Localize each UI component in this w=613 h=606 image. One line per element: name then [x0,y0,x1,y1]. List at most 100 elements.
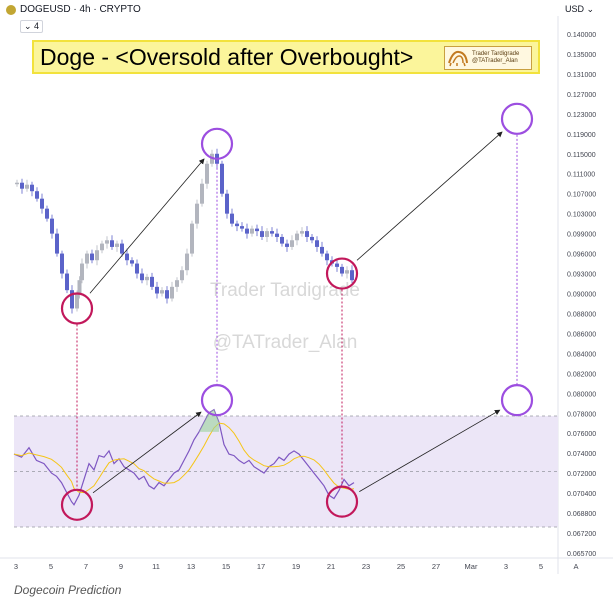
y-tick-label: 0.099000 [567,232,596,239]
candle-body [275,233,279,237]
candle-body [15,182,19,185]
badge-line-1: Trader Tardigrade [472,51,520,57]
candle-body [300,231,304,234]
x-tick-label: 21 [327,562,335,571]
candle-body [175,280,179,287]
candle-body [25,184,29,189]
candle-body [145,276,149,281]
candle-body [295,233,299,241]
x-tick-label: Mar [465,562,478,571]
candle-body [350,270,354,281]
candle-body [190,223,194,254]
candle-body [270,231,274,234]
candle-body [220,163,224,194]
y-tick-label: 0.086000 [567,331,596,338]
x-tick-label: 5 [539,562,543,571]
rsi-signal-line [13,422,355,494]
annotation-circle-rsi [500,384,534,417]
y-tick-label: 0.068800 [567,511,596,518]
x-tick-label: 27 [432,562,440,571]
x-tick-label: 3 [504,562,508,571]
caption: Dogecoin Prediction [14,583,122,597]
y-tick-label: 0.090000 [567,292,596,299]
x-tick-label: 7 [84,562,88,571]
y-tick-label: 0.074000 [567,451,596,458]
projection-arrow [359,409,501,492]
candle-body [20,182,24,189]
y-tick-label: 0.123000 [567,112,596,119]
candle-body [40,198,44,209]
candle-body [250,228,254,234]
y-tick-label: 0.093000 [567,272,596,279]
candle-body [77,280,82,294]
y-tick-label: 0.111000 [567,172,595,179]
candle-body [115,243,119,247]
candle-body [80,263,84,281]
candle-body [260,231,264,237]
annotation-circle-rsi [60,488,94,521]
interval-value: 4 [34,21,40,31]
annotation-circle-price [325,257,359,290]
candle-body [185,253,189,271]
candle-body [180,270,184,281]
candle-body [265,231,269,237]
candle-body [310,236,314,241]
candle-body [285,243,289,247]
x-tick-label: A [573,562,578,571]
y-tick-label: 0.119000 [567,132,596,139]
candle-body [95,250,99,261]
candle-body [65,273,69,291]
candle-body [130,260,134,264]
y-tick-label: 0.135000 [567,52,596,59]
doge-coin-icon [6,4,16,15]
candle-body [345,270,349,274]
candle-body [85,253,89,264]
projection-arrow [89,158,205,294]
y-tick-label: 0.080000 [567,391,596,398]
candle-body [45,208,49,219]
currency-selector[interactable]: USD ⌄ [565,4,595,14]
y-tick-label: 0.078000 [567,411,596,418]
candle-body [155,286,159,294]
author-badge: Trader Tardigrade @TATrader_Alan [444,46,532,70]
price-chart: 0.140000 0.135000 0.131000 0.127000 0.123000… [0,16,613,574]
y-tick-label: 0.088000 [567,311,596,318]
candle-body [150,276,154,287]
candle-body [305,231,309,237]
candle-body [30,184,34,192]
x-tick-label: 25 [397,562,405,571]
title-banner: Doge - <Oversold after Overbought> Trade… [32,40,540,74]
candle-body [205,163,209,184]
x-tick-label: 23 [362,562,370,571]
annotation-circle-price [60,292,94,325]
watermark-line-2: @TATrader_Alan [213,332,358,353]
candle-body [200,183,204,204]
candle-body [240,226,244,229]
chevron-down-icon: ⌄ [24,21,35,31]
candle-body [110,240,114,247]
candle-body [195,203,199,224]
candle-body [255,228,259,232]
x-tick-label: 3 [14,562,18,571]
candle-body [235,223,239,227]
candle-body [290,240,294,247]
candle-body [225,193,229,214]
candle-body [70,290,74,309]
interval-dropdown[interactable]: ⌄ 4 [20,20,44,33]
candle-body [280,236,284,244]
candle-body [125,253,129,261]
projection-arrow [356,131,503,261]
chart-area[interactable]: 0.140000 0.135000 0.131000 0.127000 0.123000… [0,0,613,574]
candle-body [90,253,94,261]
candle-body [170,286,174,299]
candle-body [165,290,169,299]
y-tick-label: 0.065700 [567,551,596,558]
y-tick-label: 0.115000 [567,152,596,159]
candle-body [120,243,124,254]
symbol-header: DOGEUSD · 4h · CRYPTO [6,4,141,15]
x-tick-label: 13 [187,562,195,571]
rsi-line [13,408,355,506]
x-tick-label: 5 [49,562,53,571]
banner-title: Doge - <Oversold after Overbought> [40,43,414,70]
y-tick-label: 0.127000 [567,92,596,99]
